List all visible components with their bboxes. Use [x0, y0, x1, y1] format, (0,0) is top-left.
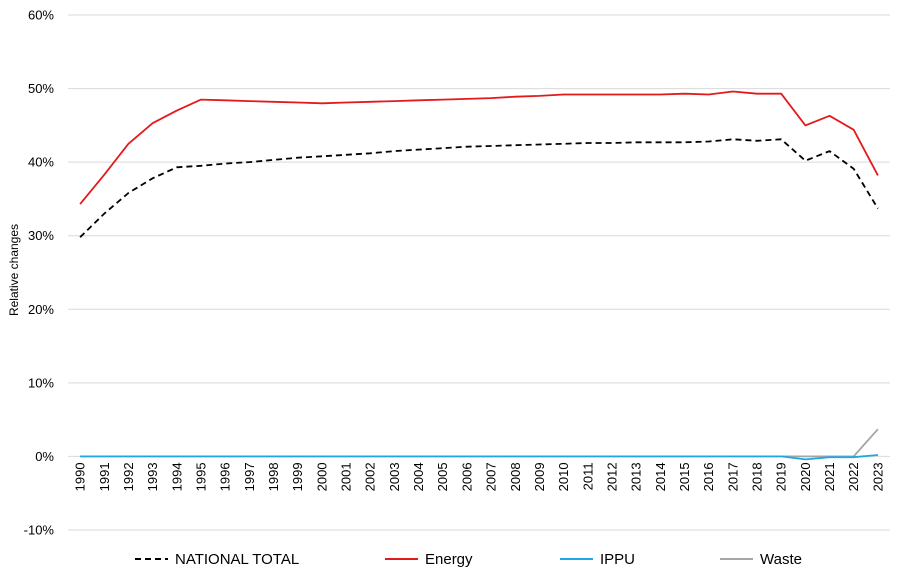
- x-tick-label: 1990: [73, 462, 88, 491]
- x-tick-label: 2003: [387, 462, 402, 491]
- x-tick-label: 2007: [484, 462, 499, 491]
- x-axis-ticks: 1990 1991 1992 1993 1994 1995 1996 1997 1998 1999…: [73, 462, 886, 491]
- x-tick-label: 2005: [435, 462, 450, 491]
- x-tick-label: 2006: [459, 462, 474, 491]
- series-line-ippu: [80, 454, 878, 461]
- x-tick-label: 1997: [242, 462, 257, 491]
- x-tick-label: 2015: [677, 462, 692, 491]
- y-tick-label: 60%: [28, 8, 54, 23]
- x-tick-label: 2002: [363, 462, 378, 491]
- x-tick-label: 2008: [508, 462, 523, 491]
- x-tick-label: 2000: [314, 462, 329, 491]
- x-tick-label: 2023: [870, 462, 885, 491]
- legend-label: Waste: [760, 551, 802, 568]
- y-tick-label: 40%: [28, 155, 54, 170]
- x-tick-label: 1999: [290, 462, 305, 491]
- y-tick-label: 20%: [28, 302, 54, 317]
- x-tick-label: 2016: [701, 462, 716, 491]
- x-tick-label: 2021: [822, 462, 837, 491]
- x-tick-label: 1992: [121, 462, 136, 491]
- x-tick-label: 2017: [725, 462, 740, 491]
- x-tick-label: 1991: [97, 462, 112, 491]
- x-tick-label: 1995: [193, 462, 208, 491]
- x-tick-label: 2019: [774, 462, 789, 491]
- x-tick-label: 2010: [556, 462, 571, 491]
- y-axis-title: Relative changes: [7, 224, 21, 316]
- y-tick-label: -10%: [24, 523, 55, 538]
- x-tick-label: 1994: [169, 462, 184, 491]
- legend-label: Energy: [425, 551, 473, 568]
- x-tick-label: 2012: [604, 462, 619, 491]
- y-axis-ticks: -10% 0% 10% 20% 30% 40% 50% 60%: [24, 8, 55, 538]
- x-tick-label: 2011: [580, 462, 595, 490]
- y-tick-label: 10%: [28, 375, 54, 390]
- x-tick-label: 1993: [145, 462, 160, 491]
- legend-label: NATIONAL TOTAL: [175, 551, 299, 568]
- x-tick-label: 1998: [266, 462, 281, 491]
- x-tick-label: 1996: [218, 462, 233, 491]
- legend-label: IPPU: [600, 551, 635, 568]
- x-tick-label: 2014: [653, 462, 668, 491]
- y-tick-label: 30%: [28, 228, 54, 243]
- legend: NATIONAL TOTAL Energy IPPU Waste: [135, 551, 802, 568]
- gridlines: [68, 14, 890, 531]
- series-line-national-total: [79, 138, 879, 238]
- x-tick-label: 2001: [339, 462, 354, 491]
- series-line-energy: [79, 90, 879, 205]
- x-tick-label: 2004: [411, 462, 426, 491]
- x-tick-label: 2009: [532, 462, 547, 491]
- x-tick-label: 2020: [798, 462, 813, 491]
- x-tick-label: 2013: [629, 462, 644, 491]
- y-tick-label: 0%: [35, 449, 54, 464]
- series-line-waste: [80, 428, 879, 458]
- x-tick-label: 2018: [750, 462, 765, 491]
- x-tick-label: 2022: [846, 462, 861, 491]
- y-tick-label: 50%: [28, 81, 54, 96]
- series-lines: [79, 90, 879, 461]
